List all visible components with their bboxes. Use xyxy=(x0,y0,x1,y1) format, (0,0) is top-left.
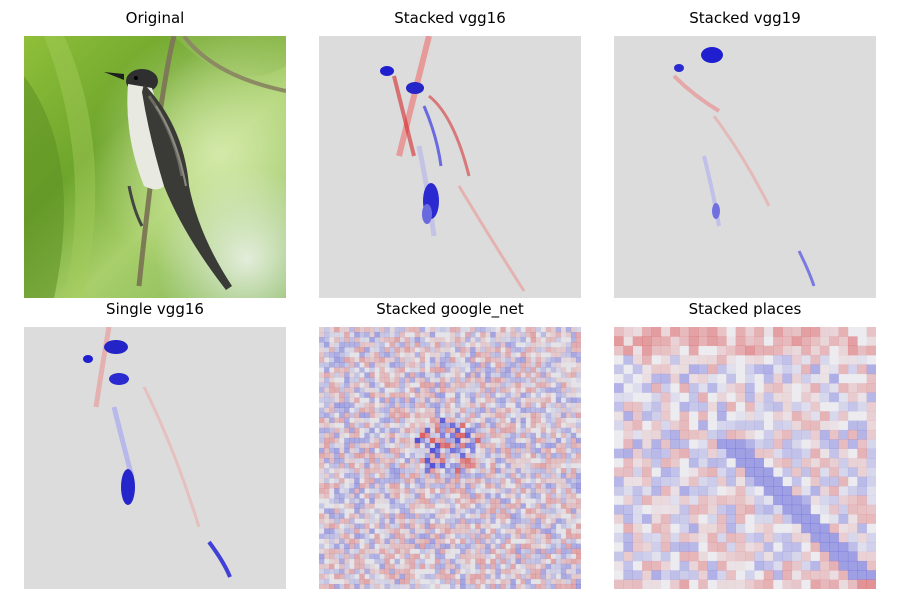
saliency-map xyxy=(24,327,286,589)
panel-title: Stacked google_net xyxy=(376,300,524,318)
saliency-map xyxy=(319,36,581,298)
saliency-map xyxy=(614,327,876,589)
panel-stacked-vgg16: Stacked vgg16 xyxy=(319,5,581,298)
panel-title: Stacked vgg19 xyxy=(689,9,801,27)
panel-stacked-vgg19: Stacked vgg19 xyxy=(614,5,876,298)
panel-title: Stacked places xyxy=(688,300,802,318)
panel-title: Original xyxy=(125,9,185,27)
panel-single-vgg16: Single vgg16 xyxy=(24,296,286,589)
panel-original: Original xyxy=(24,5,286,298)
panel-title: Single vgg16 xyxy=(106,300,204,318)
panel-title: Stacked vgg16 xyxy=(394,9,506,27)
panel-stacked-places: Stacked places xyxy=(614,296,876,589)
panel-stacked-google-net: Stacked google_net xyxy=(319,296,581,589)
original-bird-photo xyxy=(24,36,286,298)
saliency-map xyxy=(614,36,876,298)
saliency-map xyxy=(319,327,581,589)
